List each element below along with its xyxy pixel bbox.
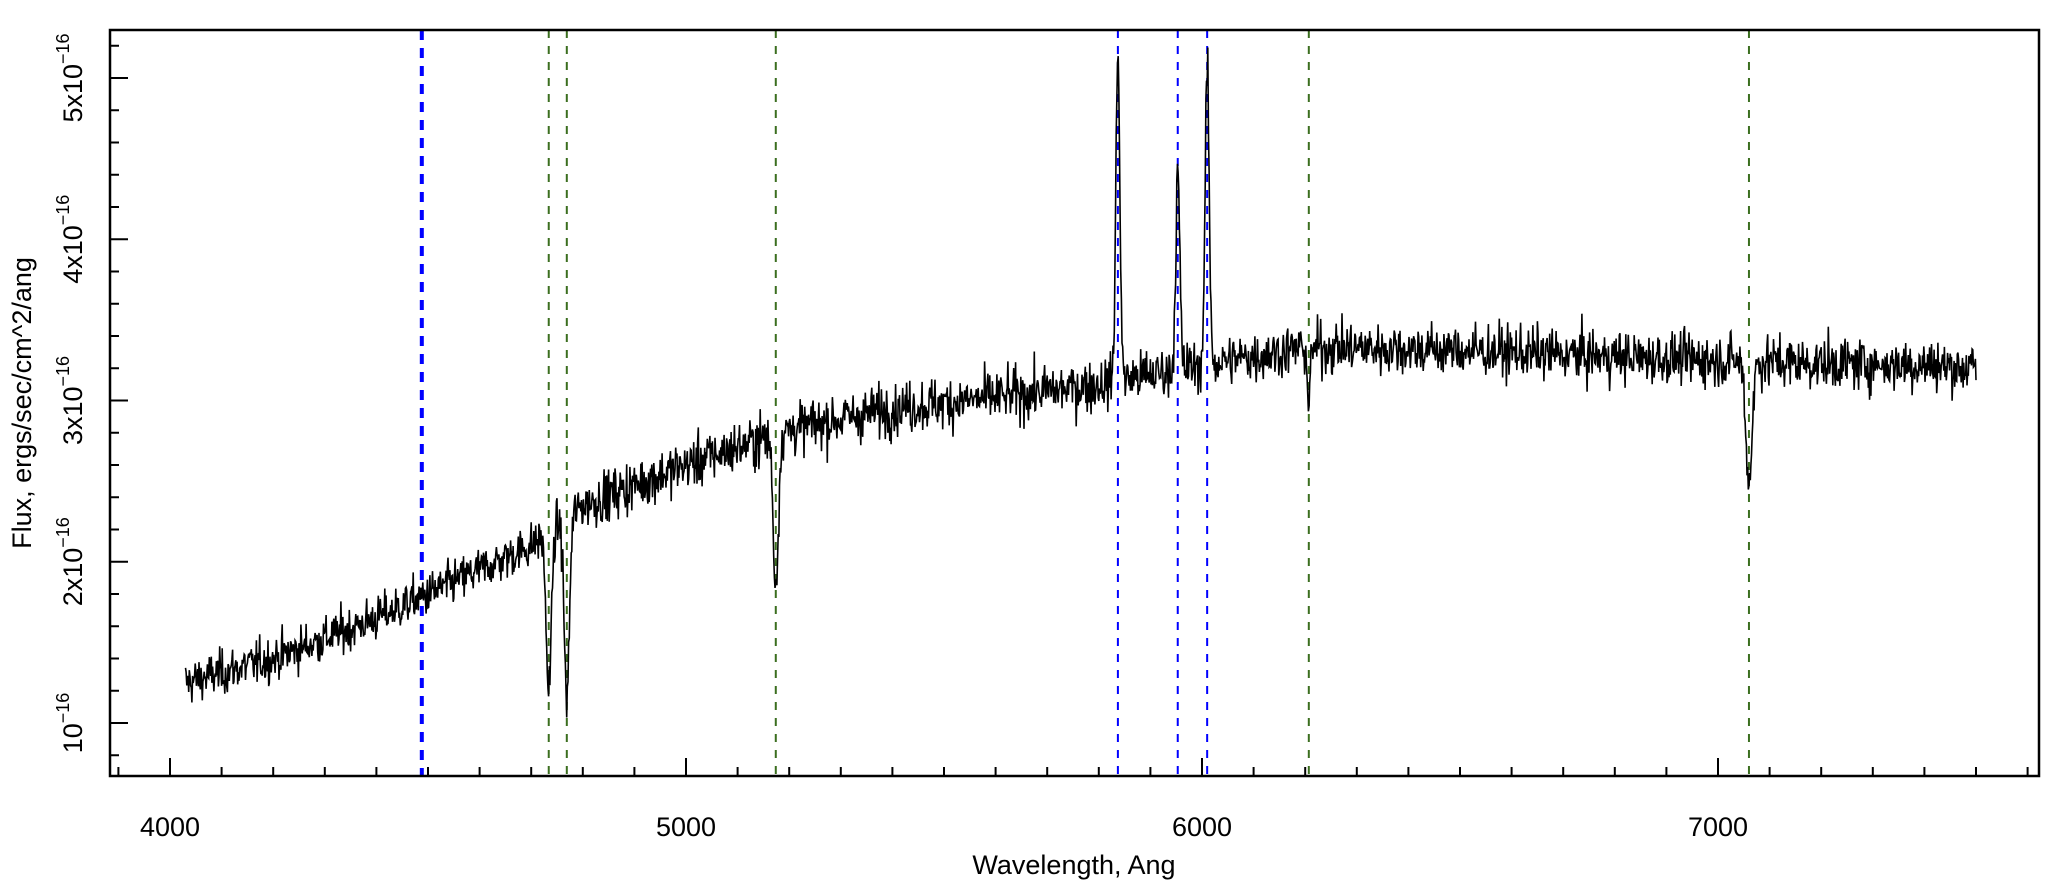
y-tick-label: 2x10−16 (53, 517, 88, 606)
spectrum-line (184, 47, 1977, 718)
y-axis: 10−16 2x10−16 3x10−16 4x10−16 5x10−16 (53, 33, 128, 757)
y-axis-title: Flux, ergs/sec/cm^2/ang (7, 257, 37, 549)
y-tick-label: 4x10−16 (53, 195, 88, 284)
x-tick-label: 5000 (656, 812, 716, 842)
x-tick-label: 6000 (1172, 812, 1232, 842)
y-tick-label: 5x10−16 (53, 33, 88, 122)
x-axis: 4000 5000 6000 7000 (117, 758, 2029, 842)
plot-frame (108, 28, 2041, 778)
x-axis-title: Wavelength, Ang (972, 850, 1175, 880)
y-tick-label: 10−16 (53, 693, 88, 754)
x-tick-label: 4000 (140, 812, 200, 842)
x-tick-label: 7000 (1688, 812, 1748, 842)
y-tick-label: 3x10−16 (53, 356, 88, 445)
spectrum-series (184, 47, 1977, 718)
